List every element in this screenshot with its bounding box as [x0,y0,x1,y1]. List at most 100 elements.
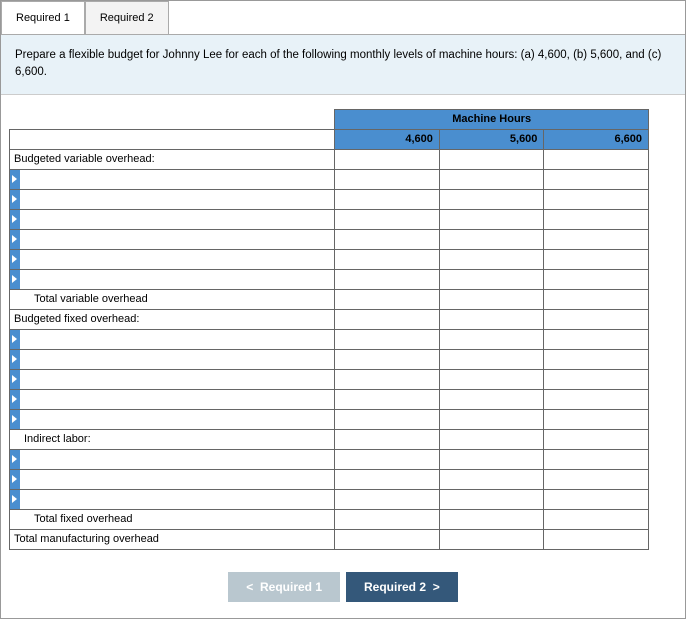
dropdown-icon[interactable] [10,330,20,349]
cell-input[interactable] [439,449,544,469]
cell-input[interactable] [439,309,544,329]
col-group-header: Machine Hours [335,109,649,129]
dropdown-icon[interactable] [10,390,20,409]
cell-input[interactable] [335,349,440,369]
cell-input[interactable] [544,449,649,469]
cell-input[interactable] [335,189,440,209]
dropdown-icon[interactable] [10,210,20,229]
dropdown-icon[interactable] [10,230,20,249]
dropdown-icon[interactable] [10,410,20,429]
cell-input[interactable] [544,329,649,349]
cell-input[interactable] [335,149,440,169]
cell-input[interactable] [544,189,649,209]
cell-input[interactable] [335,169,440,189]
chevron-left-icon: < [246,580,253,594]
cell-input[interactable] [544,309,649,329]
cell-input[interactable] [439,529,544,549]
cell-input[interactable] [439,149,544,169]
cell-input[interactable] [335,329,440,349]
dropdown-icon[interactable] [10,250,20,269]
cell-input[interactable] [335,469,440,489]
cell-input[interactable] [439,229,544,249]
dropdown-icon[interactable] [10,270,20,289]
cell-input[interactable] [544,289,649,309]
budget-table: Machine Hours 4,600 5,600 6,600 Budgeted… [9,109,649,550]
cell-input[interactable] [439,249,544,269]
prev-label: Required 1 [260,580,322,594]
dropdown-icon[interactable] [10,190,20,209]
cell-input[interactable] [439,429,544,449]
cell-input[interactable] [335,389,440,409]
label-tmo: Total manufacturing overhead [10,529,335,549]
cell-input[interactable] [335,449,440,469]
cell-input[interactable] [335,209,440,229]
cell-input[interactable] [544,149,649,169]
cell-input[interactable] [335,429,440,449]
label-bvo: Budgeted variable overhead: [10,149,335,169]
cell-input[interactable] [335,489,440,509]
row-input [10,449,649,469]
dropdown-icon[interactable] [10,350,20,369]
row-total-fixed-overhead: Total fixed overhead [10,509,649,529]
cell-input[interactable] [439,489,544,509]
cell-input[interactable] [544,269,649,289]
row-input [10,229,649,249]
cell-input[interactable] [439,289,544,309]
row-input [10,369,649,389]
cell-input[interactable] [439,269,544,289]
cell-input[interactable] [544,429,649,449]
cell-input[interactable] [544,529,649,549]
cell-input[interactable] [335,249,440,269]
cell-input[interactable] [439,189,544,209]
cell-input[interactable] [544,169,649,189]
row-input [10,329,649,349]
dropdown-icon[interactable] [10,490,20,509]
cell-input[interactable] [439,369,544,389]
cell-input[interactable] [335,369,440,389]
cell-input[interactable] [544,469,649,489]
cell-input[interactable] [439,329,544,349]
row-input [10,489,649,509]
cell-input[interactable] [544,389,649,409]
cell-input[interactable] [544,229,649,249]
cell-input[interactable] [335,529,440,549]
cell-input[interactable] [335,309,440,329]
cell-input[interactable] [439,409,544,429]
cell-input[interactable] [335,509,440,529]
row-indirect-labor: Indirect labor: [10,429,649,449]
col-header-3: 6,600 [544,129,649,149]
cell-input[interactable] [544,409,649,429]
cell-input[interactable] [439,389,544,409]
dropdown-icon[interactable] [10,470,20,489]
row-input [10,169,649,189]
cell-input[interactable] [335,289,440,309]
cell-input[interactable] [439,349,544,369]
row-input [10,469,649,489]
cell-input[interactable] [544,249,649,269]
cell-input[interactable] [544,369,649,389]
row-input [10,389,649,409]
col-header-2: 5,600 [439,129,544,149]
dropdown-icon[interactable] [10,170,20,189]
dropdown-icon[interactable] [10,370,20,389]
cell-input[interactable] [439,469,544,489]
dropdown-icon[interactable] [10,450,20,469]
prev-button: < Required 1 [228,572,340,602]
row-input [10,349,649,369]
cell-input[interactable] [544,349,649,369]
cell-input[interactable] [335,269,440,289]
label-bfo: Budgeted fixed overhead: [10,309,335,329]
cell-input[interactable] [544,509,649,529]
tab-required-2[interactable]: Required 2 [85,1,169,34]
cell-input[interactable] [439,209,544,229]
cell-input[interactable] [439,169,544,189]
row-budgeted-fixed-overhead: Budgeted fixed overhead: [10,309,649,329]
cell-input[interactable] [544,209,649,229]
tab-required-1[interactable]: Required 1 [1,1,85,34]
cell-input[interactable] [439,509,544,529]
cell-input[interactable] [335,409,440,429]
cell-input[interactable] [335,229,440,249]
cell-input[interactable] [544,489,649,509]
next-button[interactable]: Required 2 > [346,572,458,602]
row-input [10,269,649,289]
